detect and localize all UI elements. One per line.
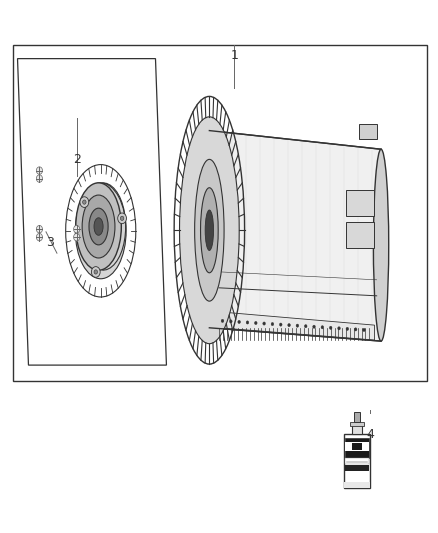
- Circle shape: [80, 197, 89, 207]
- Bar: [345, 438, 369, 458]
- Ellipse shape: [201, 188, 218, 273]
- Circle shape: [36, 167, 42, 174]
- Bar: [345, 465, 369, 471]
- Circle shape: [354, 328, 357, 331]
- Circle shape: [246, 321, 249, 324]
- Bar: [345, 442, 369, 451]
- Circle shape: [263, 322, 265, 325]
- Polygon shape: [18, 59, 166, 365]
- Polygon shape: [219, 312, 374, 340]
- Bar: [345, 458, 369, 464]
- Ellipse shape: [89, 208, 108, 245]
- Circle shape: [338, 327, 340, 330]
- Text: 1: 1: [230, 50, 238, 62]
- Circle shape: [254, 321, 257, 325]
- Circle shape: [230, 320, 232, 323]
- Ellipse shape: [373, 149, 389, 341]
- Circle shape: [313, 325, 315, 328]
- Ellipse shape: [75, 183, 126, 279]
- Circle shape: [74, 225, 80, 233]
- Ellipse shape: [94, 218, 103, 235]
- Circle shape: [288, 324, 290, 327]
- Bar: [350, 422, 364, 426]
- Circle shape: [83, 200, 86, 204]
- Bar: [354, 412, 360, 422]
- Circle shape: [36, 233, 42, 241]
- Bar: [359, 124, 377, 139]
- Circle shape: [321, 326, 324, 329]
- Ellipse shape: [76, 183, 121, 270]
- Circle shape: [120, 216, 124, 221]
- Circle shape: [36, 175, 42, 182]
- Circle shape: [74, 233, 80, 241]
- Polygon shape: [209, 131, 381, 341]
- Bar: [344, 482, 370, 488]
- Text: 3: 3: [46, 236, 54, 249]
- Ellipse shape: [205, 210, 214, 251]
- Ellipse shape: [194, 159, 224, 301]
- Circle shape: [271, 322, 274, 326]
- Circle shape: [296, 324, 299, 327]
- Bar: [346, 190, 374, 216]
- Text: 4: 4: [366, 428, 374, 441]
- Ellipse shape: [180, 117, 239, 344]
- Circle shape: [36, 225, 42, 233]
- Ellipse shape: [82, 195, 115, 258]
- Bar: [344, 434, 370, 488]
- Bar: [13, 45, 427, 381]
- Circle shape: [221, 319, 224, 322]
- Bar: [352, 424, 362, 434]
- Circle shape: [118, 213, 127, 224]
- Circle shape: [363, 328, 365, 332]
- Ellipse shape: [188, 129, 230, 332]
- Circle shape: [329, 326, 332, 329]
- Circle shape: [304, 325, 307, 328]
- Bar: [352, 443, 362, 450]
- Circle shape: [238, 320, 240, 324]
- Bar: [346, 222, 374, 248]
- Circle shape: [92, 266, 100, 277]
- Circle shape: [94, 270, 98, 274]
- Text: 2: 2: [73, 154, 81, 166]
- Circle shape: [279, 323, 282, 326]
- Circle shape: [346, 327, 349, 330]
